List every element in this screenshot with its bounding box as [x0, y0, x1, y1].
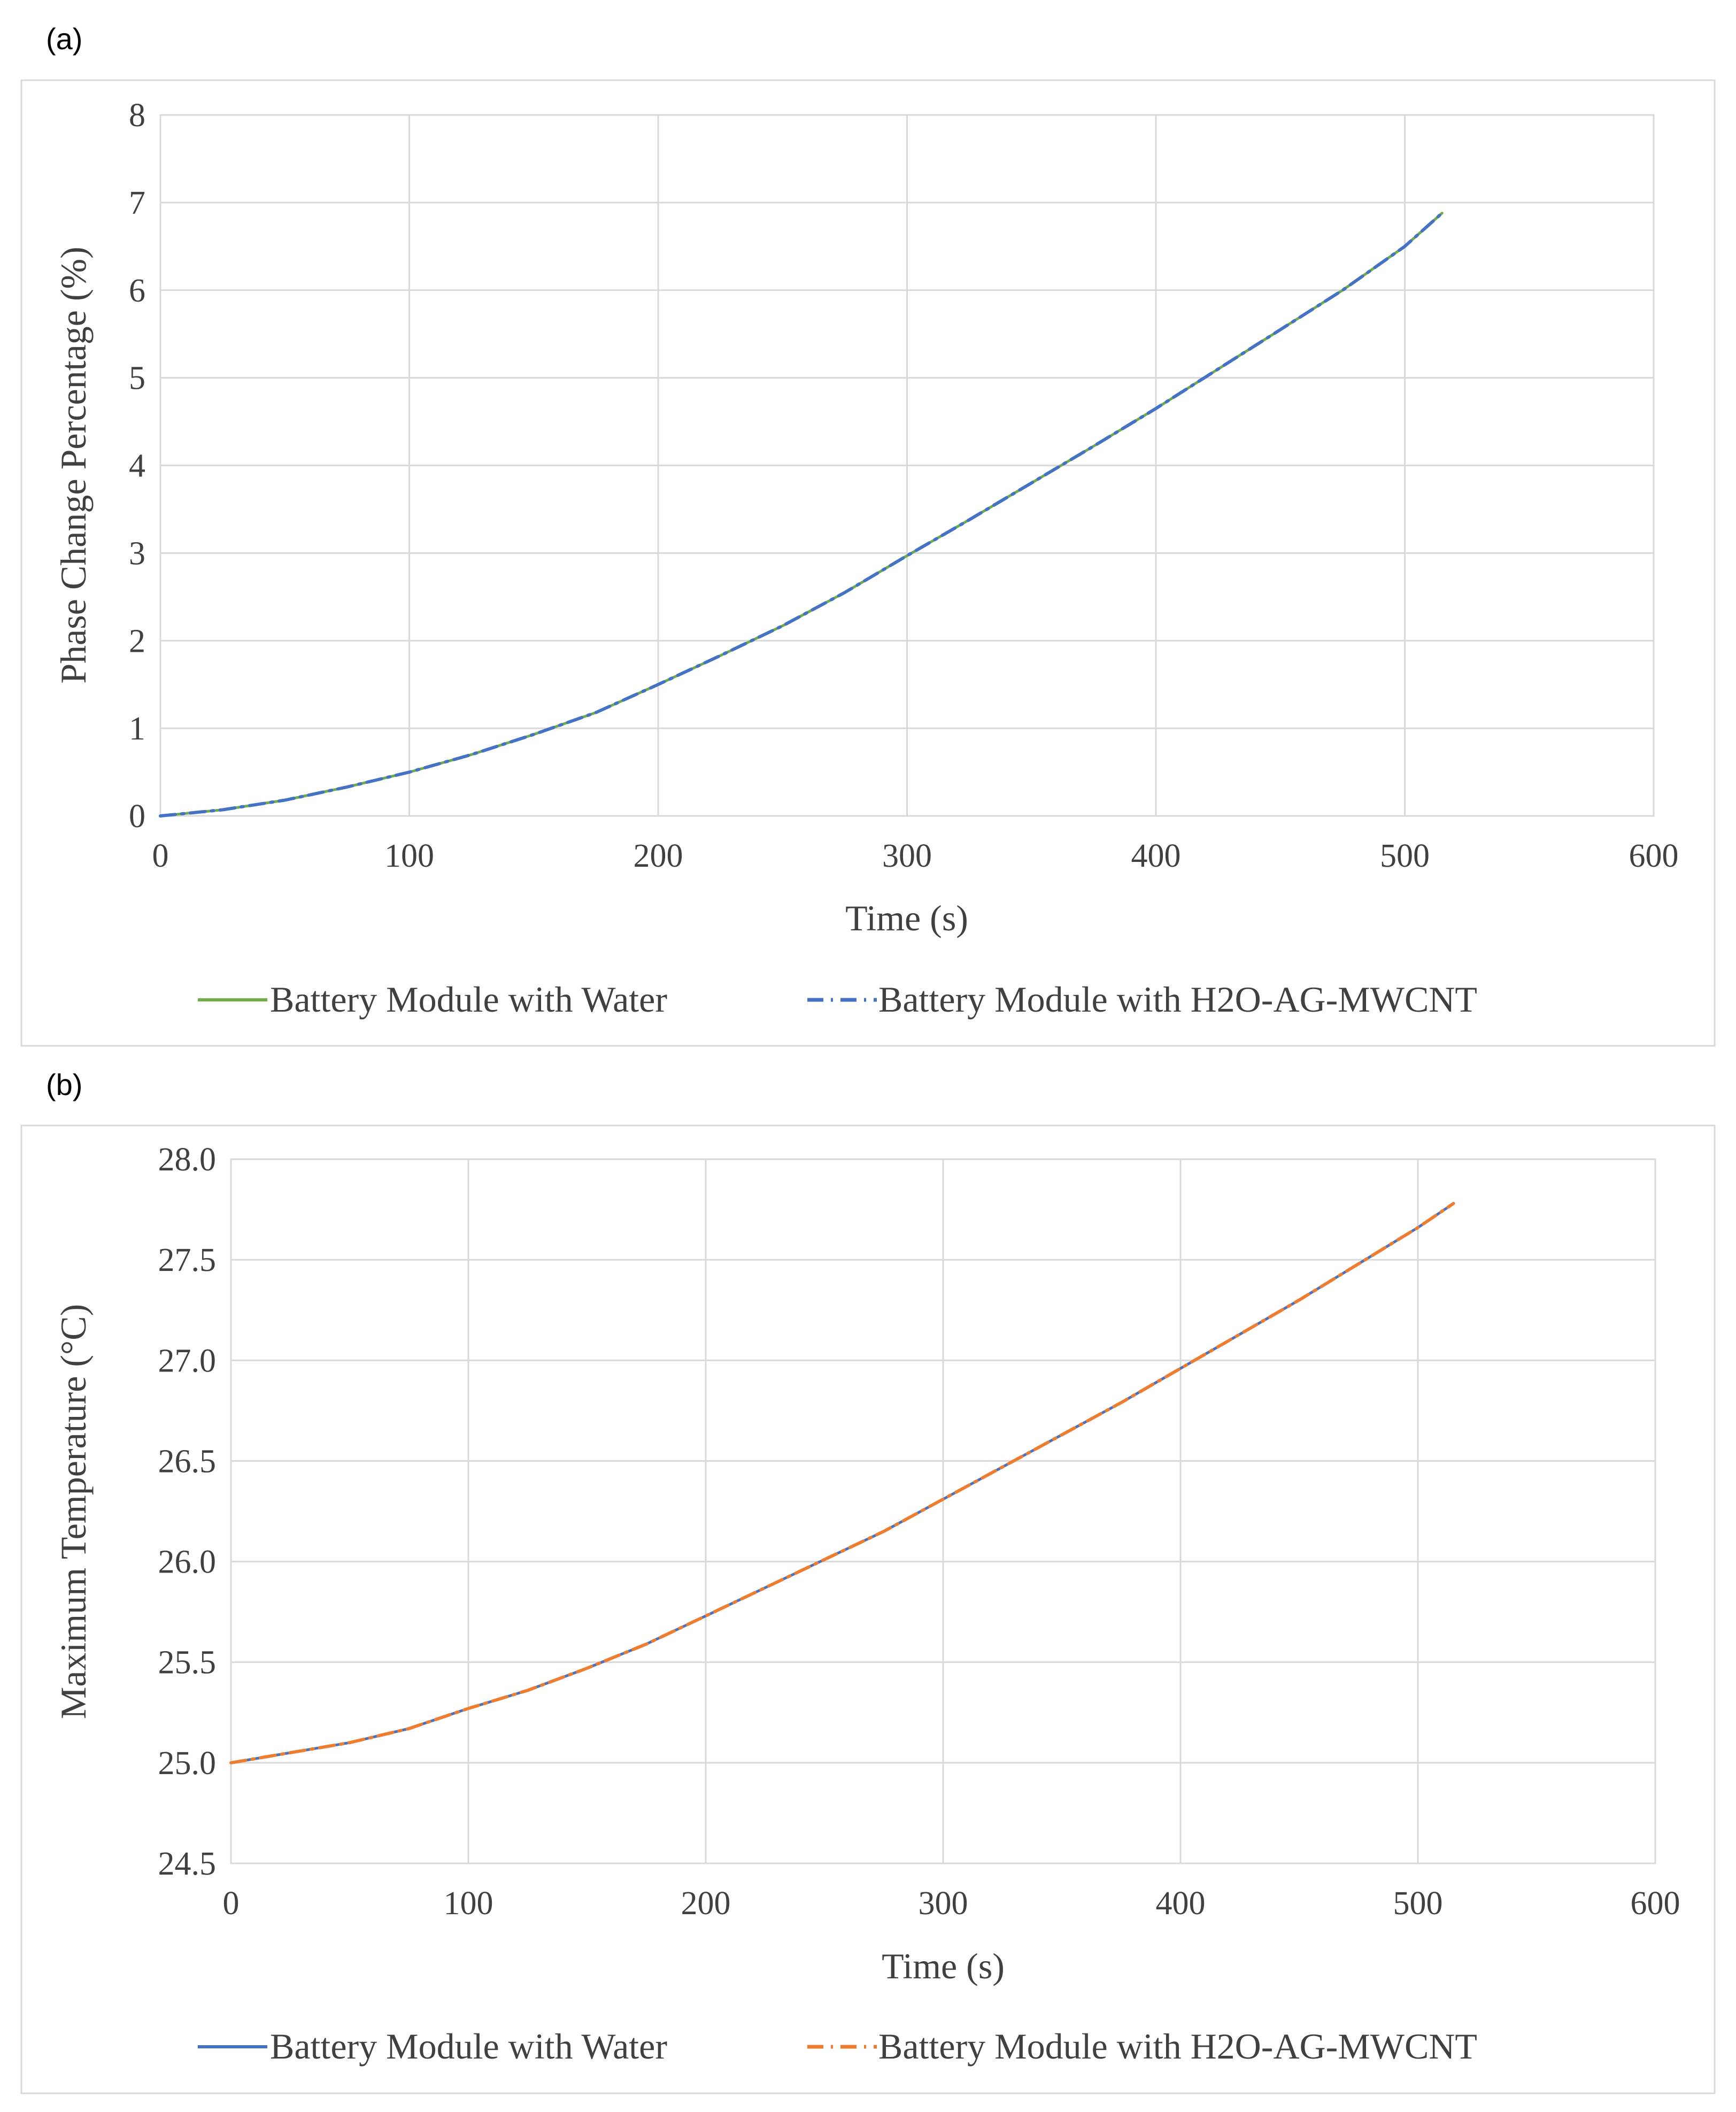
chart-a-y-tick-label: 3	[129, 535, 145, 572]
chart-b: (b) 24.5 25.0 25.5 26.0 26.5 27.0 27.5 28.0 0 10…	[20, 1068, 1716, 2094]
chart-a-legend-label-mwcnt: Battery Module with H2O-AG-MWCNT	[878, 979, 1477, 1020]
chart-a-x-tick-label: 500	[1380, 838, 1430, 874]
chart-b-x-tick-label: 100	[444, 1885, 493, 1922]
chart-a: (a) 0 1 2 3 4 5 6 7 8 0 100 200 300 400 500 600 Time (…	[20, 22, 1716, 1047]
chart-a-y-tick-label: 6	[129, 273, 145, 309]
chart-a-y-tick-label: 7	[129, 185, 145, 221]
chart-b-x-tick-label: 400	[1156, 1885, 1206, 1922]
chart-a-y-tick-label: 0	[129, 798, 145, 835]
chart-b-frame	[20, 1124, 1716, 2094]
chart-a-plot-area	[159, 114, 1655, 817]
chart-b-legend: Battery Module with Water Battery Module…	[198, 2026, 1477, 2067]
chart-a-x-tick-label: 100	[384, 838, 434, 874]
chart-b-y-tick-label: 27.5	[158, 1242, 217, 1278]
chart-b-y-tick-label: 27.0	[158, 1343, 217, 1379]
chart-b-y-tick-label: 26.0	[158, 1544, 217, 1581]
chart-a-series	[159, 211, 1444, 818]
chart-a-series-line-2	[159, 211, 1444, 818]
chart-a-x-axis-title: Time (s)	[845, 898, 968, 938]
chart-a-x-tick-labels: 0 100 200 300 400 500 600	[152, 838, 1679, 874]
chart-b-x-tick-labels: 0 100 200 300 400 500 600	[223, 1885, 1680, 1922]
chart-b-y-tick-label: 25.0	[158, 1745, 217, 1782]
chart-b-x-tick-label: 300	[919, 1885, 968, 1922]
chart-b-plot-area	[230, 1158, 1656, 1864]
chart-b-y-tick-label: 25.5	[158, 1645, 217, 1681]
chart-b-x-axis-title: Time (s)	[882, 1946, 1005, 1986]
chart-a-y-tick-label: 8	[129, 97, 145, 134]
chart-a-y-tick-label: 2	[129, 623, 145, 659]
chart-b-y-tick-labels: 24.5 25.0 25.5 26.0 26.5 27.0 27.5 28.0	[158, 1142, 217, 1882]
chart-a-x-tick-label: 300	[882, 838, 932, 874]
chart-b-series-line-2	[229, 1201, 1455, 1764]
chart-a-frame	[20, 79, 1716, 1047]
chart-a-y-axis-title: Phase Change Percentage (%)	[53, 246, 94, 684]
chart-a-y-tick-labels: 0 1 2 3 4 5 6 7 8	[129, 97, 145, 835]
chart-a-x-tick-label: 0	[152, 838, 169, 874]
chart-a-legend-label-water: Battery Module with Water	[270, 979, 667, 1020]
panel-label-a: (a)	[46, 22, 82, 56]
chart-a-legend: Battery Module with Water Battery Module…	[198, 979, 1477, 1020]
chart-a-x-tick-label: 400	[1131, 838, 1181, 874]
panel-label-b: (b)	[46, 1068, 82, 1101]
chart-b-legend-label-water: Battery Module with Water	[270, 2026, 667, 2067]
chart-a-x-tick-label: 200	[634, 838, 683, 874]
chart-b-legend-label-mwcnt: Battery Module with H2O-AG-MWCNT	[878, 2026, 1477, 2067]
chart-b-y-tick-label: 28.0	[158, 1142, 217, 1178]
chart-a-y-tick-label: 4	[129, 448, 145, 484]
chart-b-series	[229, 1201, 1455, 1764]
chart-b-y-tick-label: 24.5	[158, 1846, 217, 1882]
chart-b-x-tick-label: 500	[1393, 1885, 1443, 1922]
chart-b-x-tick-label: 200	[681, 1885, 731, 1922]
chart-a-y-tick-label: 5	[129, 360, 145, 397]
chart-b-y-axis-title: Maximum Temperature (°C)	[53, 1304, 94, 1720]
chart-a-x-tick-label: 600	[1629, 838, 1679, 874]
chart-b-x-tick-label: 600	[1631, 1885, 1680, 1922]
chart-b-x-tick-label: 0	[223, 1885, 240, 1922]
chart-b-y-tick-label: 26.5	[158, 1443, 217, 1479]
chart-a-y-tick-label: 1	[129, 711, 145, 747]
